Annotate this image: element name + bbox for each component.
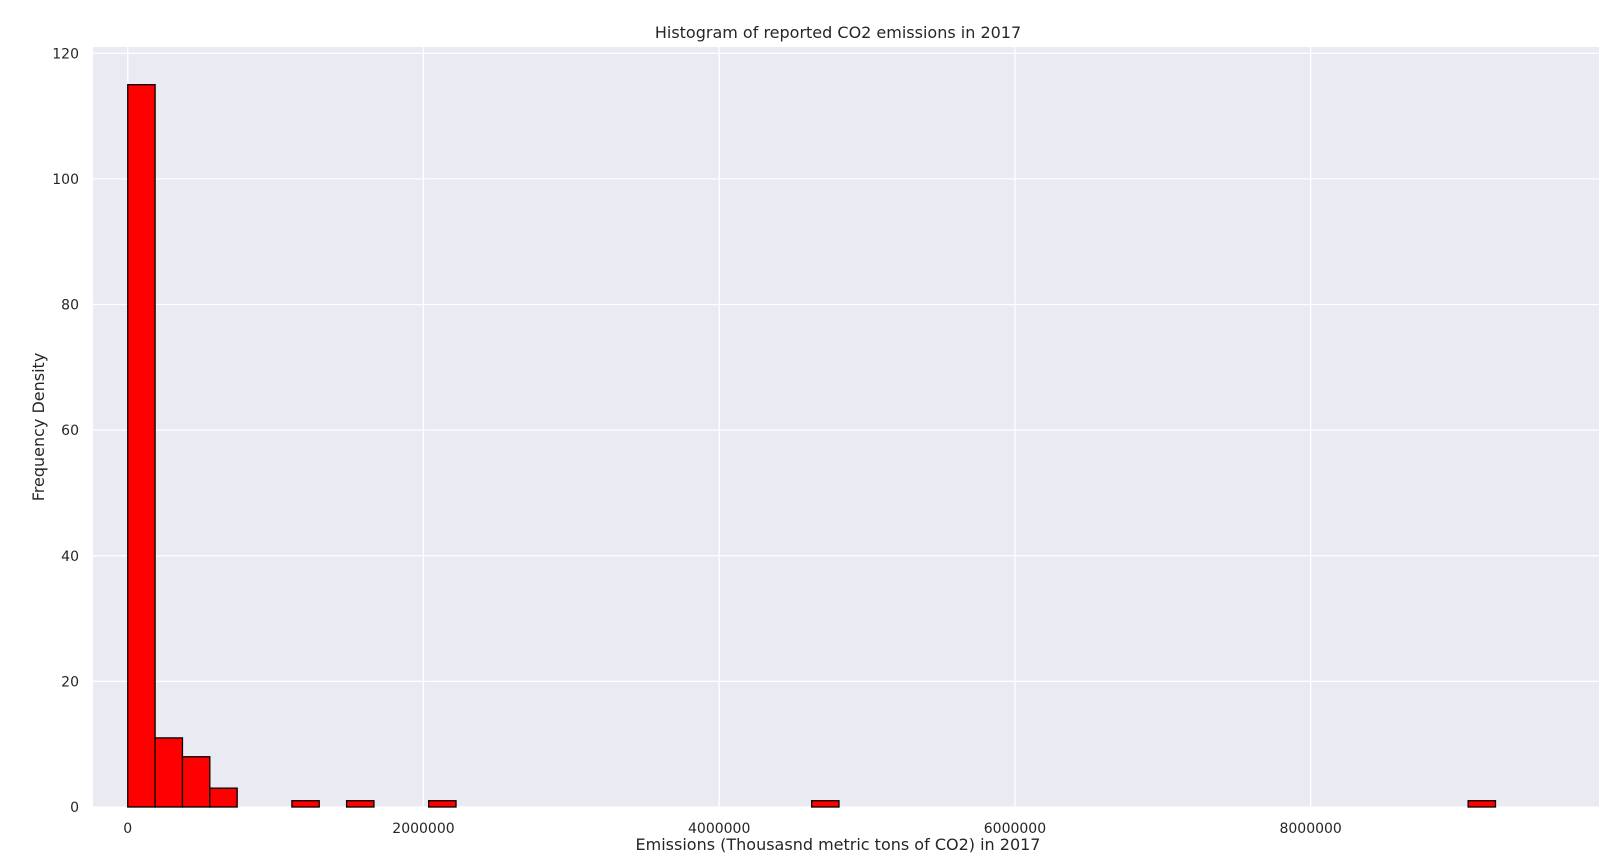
x-tick-label: 4000000 [688,821,750,837]
y-tick-label: 80 [61,298,79,314]
histogram-bar-6 [428,800,457,808]
histogram-bar-2 [181,756,211,808]
x-tick-label: 0 [123,821,132,837]
histogram-bar-7 [810,800,840,808]
x-tick-label: 2000000 [392,821,454,837]
histogram-bar-4 [291,800,320,808]
histogram-bar-8 [1467,800,1497,808]
x-axis-label: Emissions (Thousasnd metric tons of CO2)… [636,835,1041,854]
y-tick-label: 40 [61,549,79,565]
plot-area [93,47,1599,807]
histogram-bars [127,84,1497,808]
y-tick-label: 100 [52,172,79,188]
x-tick-label: 8000000 [1279,821,1341,837]
histogram-bar-5 [345,800,375,808]
y-tick-label: 0 [70,800,79,816]
histogram-bar-0 [127,84,156,808]
x-axis-ticks: 0 2000000 4000000 6000000 8000000 [123,821,1342,837]
y-axis-ticks: 0 20 40 60 80 100 120 [52,46,79,816]
y-tick-label: 60 [61,423,79,439]
y-axis-label: Frequency Density [29,353,48,502]
grid-lines [93,47,1599,808]
y-tick-label: 120 [52,46,79,62]
chart-title: Histogram of reported CO2 emissions in 2… [655,23,1021,42]
histogram-bar-3 [209,787,238,808]
histogram-bar-1 [154,737,184,808]
x-tick-label: 6000000 [984,821,1046,837]
y-tick-label: 20 [61,674,79,690]
